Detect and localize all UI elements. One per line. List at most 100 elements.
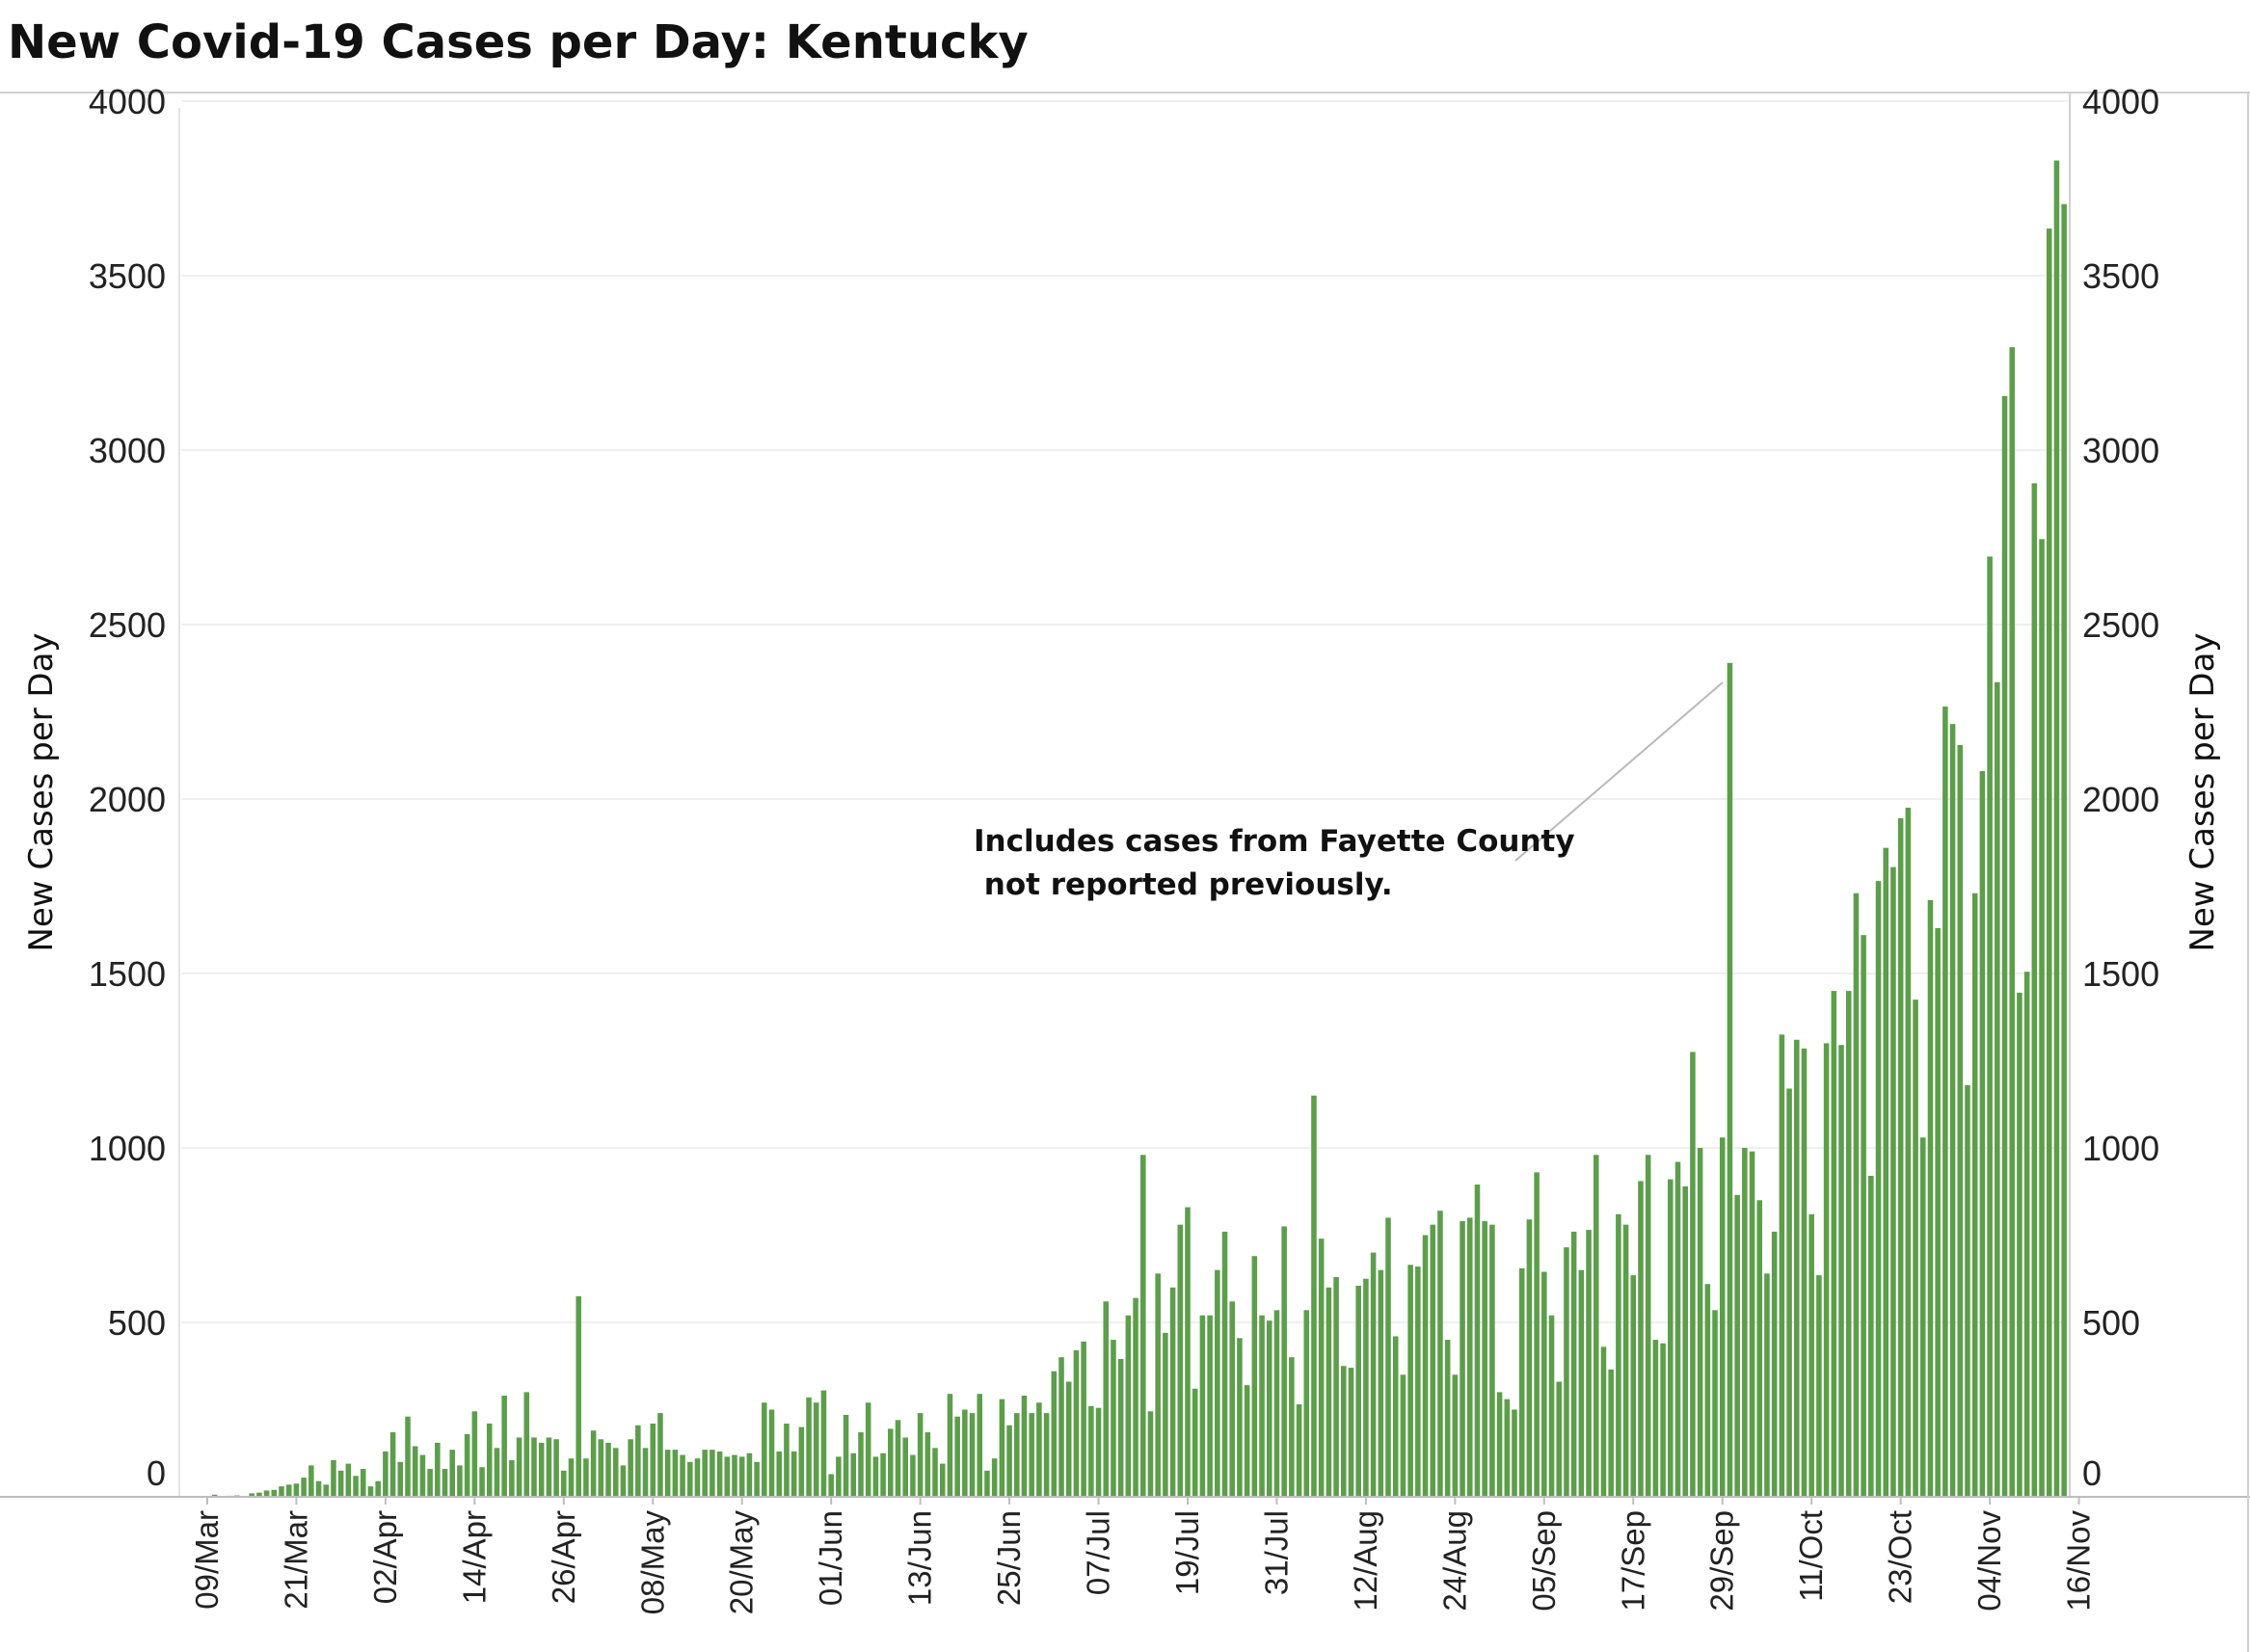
bar [1155, 1273, 1161, 1497]
bar [954, 1416, 960, 1497]
bar [650, 1423, 656, 1497]
bar [583, 1458, 589, 1497]
axes [0, 92, 2250, 1652]
bar [1341, 1366, 1347, 1497]
bar [2001, 395, 2008, 1497]
bar [1734, 1194, 1740, 1497]
bar [1534, 1172, 1540, 1497]
bar [2039, 539, 2045, 1497]
bar [1029, 1413, 1034, 1497]
bar [790, 1451, 797, 1497]
bar [397, 1461, 404, 1497]
annotation-leader-line [1514, 681, 1724, 862]
y-tick-label-left: 1500 [89, 954, 166, 994]
bar [1853, 893, 1860, 1497]
bar [1808, 1213, 1814, 1497]
bar [1467, 1217, 1473, 1497]
bar [1326, 1287, 1332, 1497]
bar [1697, 1148, 1703, 1497]
bar [1407, 1265, 1413, 1497]
bar [1668, 1179, 1674, 1497]
bar [680, 1454, 685, 1497]
bar [1006, 1425, 1012, 1497]
bar [962, 1409, 968, 1497]
x-tick-label: 05/Sep [1526, 1510, 1562, 1612]
annotation-line-1: Includes cases from Fayette County [974, 824, 1575, 859]
bar [1786, 1088, 1792, 1497]
bar [1504, 1399, 1511, 1497]
bar [738, 1456, 745, 1497]
bar [464, 1433, 470, 1497]
bar [694, 1458, 701, 1497]
bar [590, 1430, 597, 1497]
bar [710, 1450, 715, 1497]
y-tick-label-right: 500 [2082, 1303, 2140, 1343]
bar [917, 1413, 924, 1497]
bar [509, 1459, 515, 1497]
bar [412, 1446, 418, 1497]
bar [1496, 1392, 1503, 1497]
bar [1088, 1405, 1094, 1497]
bar [1712, 1310, 1718, 1497]
x-tick-label: 13/Jun [902, 1510, 938, 1606]
bar [1185, 1207, 1191, 1497]
bar [1742, 1148, 1748, 1497]
bar [1229, 1301, 1235, 1497]
x-tick-label: 16/Nov [2061, 1510, 2097, 1612]
bar [1199, 1315, 1206, 1497]
bar [1422, 1235, 1429, 1497]
bar [293, 1483, 300, 1497]
bar [1147, 1411, 1154, 1497]
bar [285, 1484, 292, 1497]
bar [501, 1396, 507, 1497]
bar [1868, 1175, 1874, 1497]
bar [932, 1448, 938, 1497]
bar [628, 1439, 633, 1497]
bar [1139, 1155, 1146, 1497]
bar [1363, 1278, 1369, 1497]
bar [2061, 203, 2067, 1497]
bar [1979, 771, 1986, 1497]
bar [576, 1295, 581, 1497]
bar [1660, 1343, 1666, 1497]
bar [1444, 1340, 1451, 1497]
bar [1392, 1336, 1399, 1497]
bar [924, 1432, 931, 1497]
bar [642, 1448, 649, 1497]
bar [716, 1451, 723, 1497]
bar [1608, 1369, 1614, 1497]
bar [1385, 1217, 1391, 1497]
x-tick-label: 29/Sep [1704, 1510, 1740, 1612]
bar [308, 1465, 314, 1497]
bar [249, 1493, 254, 1497]
bar [895, 1420, 901, 1497]
bar [1861, 935, 1866, 1497]
bar [1125, 1315, 1132, 1497]
bar [1251, 1256, 1258, 1497]
bar [939, 1463, 946, 1497]
bar [1289, 1357, 1295, 1497]
bar [813, 1402, 819, 1497]
bar [1482, 1221, 1487, 1497]
bar [1749, 1151, 1755, 1497]
bar [449, 1450, 455, 1497]
x-tick-label: 19/Jul [1169, 1510, 1205, 1595]
bar [323, 1484, 330, 1497]
bar [1919, 1137, 1926, 1497]
bar [902, 1437, 908, 1497]
bar [1913, 999, 1918, 1497]
bar [256, 1492, 262, 1497]
bar [1838, 1045, 1844, 1497]
bar [1526, 1219, 1533, 1497]
bar [1065, 1381, 1072, 1497]
bar [672, 1450, 679, 1497]
bar [1378, 1269, 1384, 1497]
bar [1674, 1161, 1681, 1497]
y-ticks-left: 0 500 1000 1500 2000 2500 3000 3500 4000 [89, 82, 166, 1493]
bar [977, 1394, 983, 1497]
bar [1512, 1409, 1517, 1497]
bar [561, 1470, 567, 1497]
bar [828, 1474, 834, 1497]
bar [1682, 1186, 1688, 1497]
bar [2031, 483, 2038, 1497]
